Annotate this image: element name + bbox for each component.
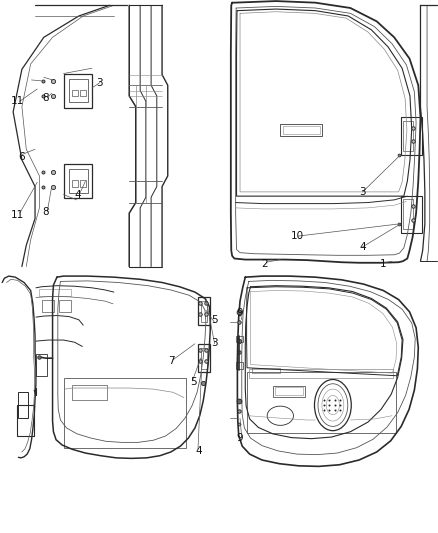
Text: 3: 3	[211, 338, 218, 348]
Bar	[247, 372, 396, 433]
Bar	[198, 297, 210, 325]
Text: 9: 9	[237, 433, 244, 443]
Bar	[17, 405, 34, 436]
Bar	[403, 199, 413, 229]
Text: 10: 10	[290, 231, 304, 241]
Bar	[18, 392, 28, 418]
Text: 6: 6	[18, 152, 25, 162]
Text: 8: 8	[42, 207, 49, 216]
Bar	[249, 369, 393, 378]
Bar	[201, 348, 207, 369]
Bar	[401, 196, 422, 233]
Bar	[42, 300, 54, 312]
Text: 11: 11	[11, 210, 24, 220]
Bar	[64, 378, 186, 448]
Bar	[39, 289, 71, 296]
Text: 2: 2	[261, 259, 268, 269]
Text: 5: 5	[190, 377, 197, 386]
Bar	[198, 344, 210, 372]
Text: 4: 4	[74, 190, 81, 199]
Bar	[72, 90, 78, 96]
Bar	[59, 300, 71, 312]
Text: 8: 8	[42, 93, 49, 102]
Bar	[72, 180, 78, 187]
Text: 7: 7	[168, 357, 175, 366]
Text: 4: 4	[359, 242, 366, 252]
Text: 1: 1	[380, 260, 387, 269]
Bar	[283, 126, 320, 134]
Bar	[72, 385, 107, 400]
Bar	[252, 368, 280, 373]
Bar	[36, 354, 47, 376]
Bar	[273, 386, 305, 397]
Text: 3: 3	[359, 187, 366, 197]
Bar	[236, 336, 243, 342]
Bar	[80, 180, 86, 187]
Text: 5: 5	[211, 315, 218, 325]
Bar	[280, 124, 322, 136]
Bar	[80, 90, 86, 96]
Text: 4: 4	[195, 447, 202, 456]
Text: 3: 3	[96, 78, 103, 87]
Bar	[236, 362, 243, 369]
Text: 9: 9	[237, 308, 244, 318]
Text: 11: 11	[11, 96, 24, 106]
Bar	[401, 117, 422, 155]
Bar	[275, 387, 303, 395]
Bar	[201, 301, 207, 322]
Bar	[403, 121, 413, 151]
